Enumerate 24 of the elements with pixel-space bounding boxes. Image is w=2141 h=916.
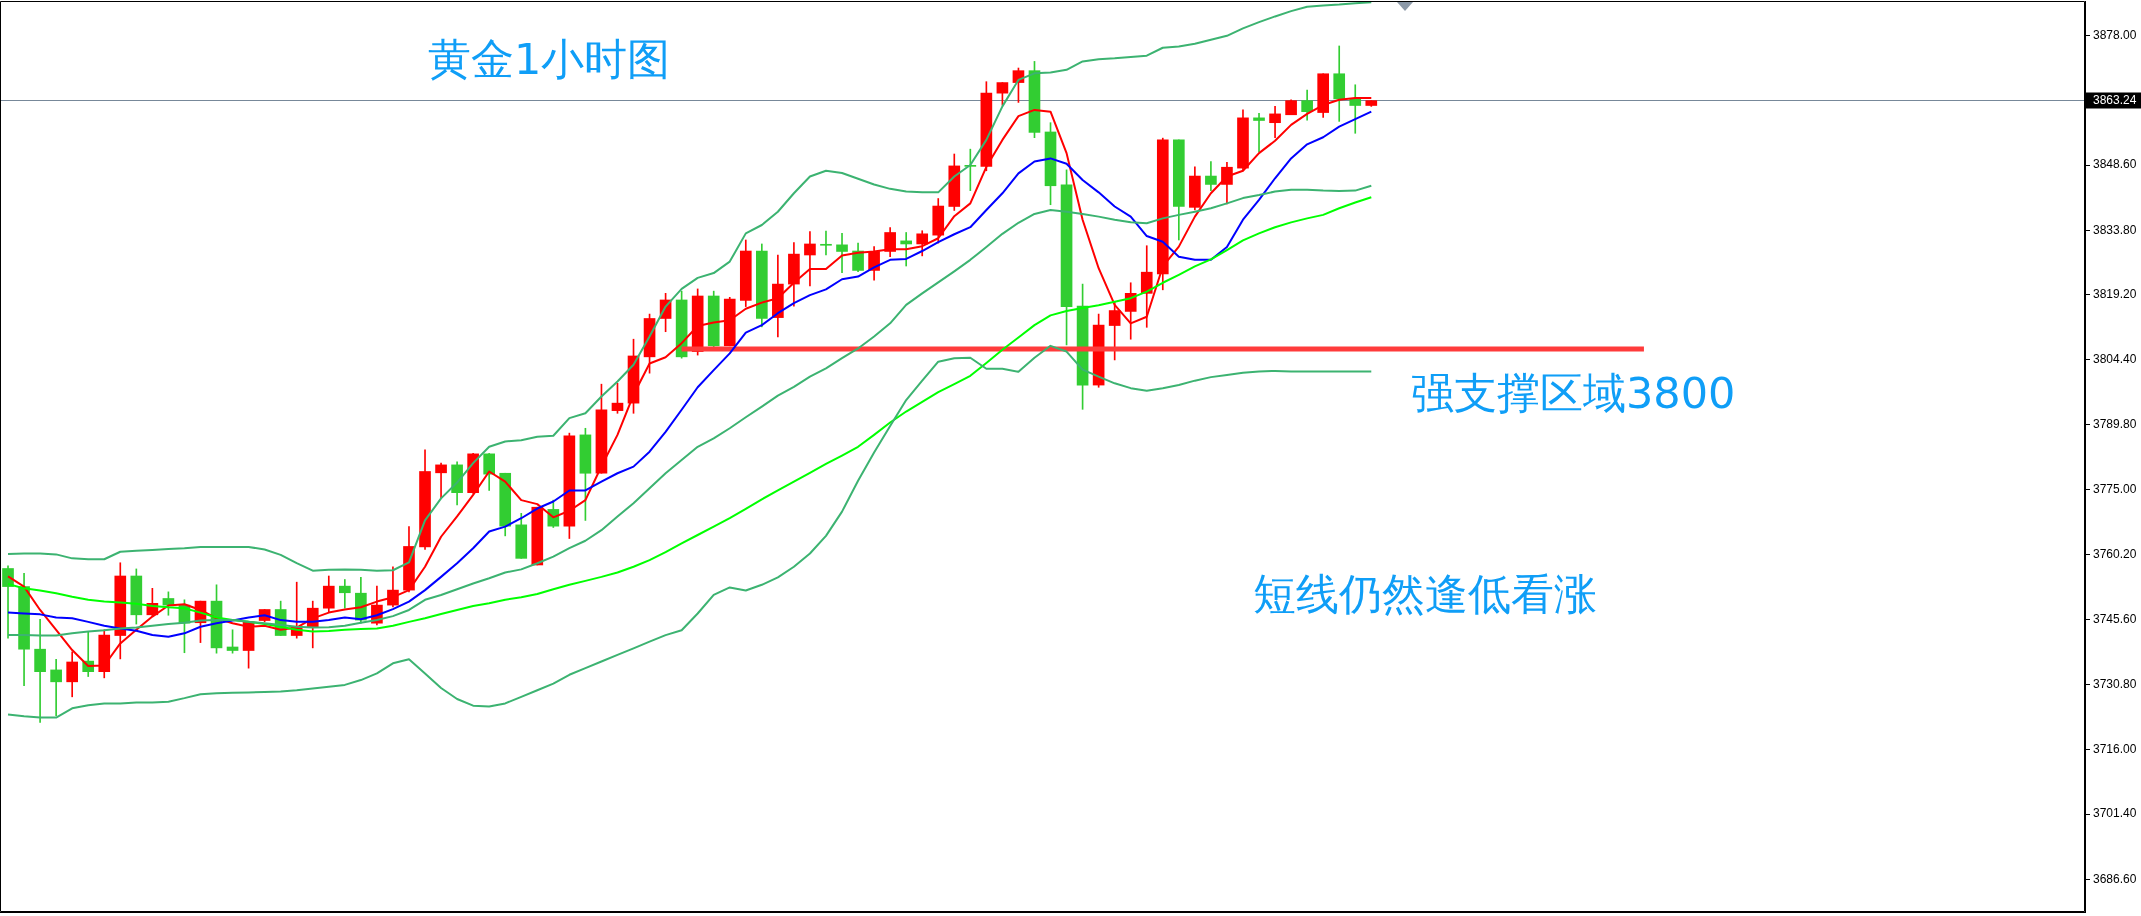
- y-tick-label: 3730.80: [2093, 676, 2137, 691]
- annotation: 强支撑区域3800: [1411, 368, 1736, 419]
- text: 黄金1小时图: [428, 34, 671, 85]
- y-tick-label: 3686.60: [2093, 871, 2137, 886]
- ref-line-label: 3863.24: [2093, 92, 2137, 107]
- candlestick: [1349, 84, 1362, 134]
- y-tick-label: 3760.20: [2093, 547, 2137, 562]
- annotation: 短线仍然逢低看涨: [1253, 569, 1597, 620]
- y-tick-label: 3745.60: [2093, 611, 2137, 626]
- candlestick: [50, 659, 62, 717]
- y-tick-label: 3848.60: [2093, 157, 2137, 172]
- y-tick-label: 3878.00: [2093, 27, 2137, 42]
- y-tick-label: 3701.40: [2093, 806, 2137, 821]
- candlestick: [339, 579, 351, 609]
- y-tick-label: 3775.00: [2093, 481, 2137, 496]
- y-tick-label: 3716.00: [2093, 742, 2137, 757]
- y-tick-label: 3804.40: [2093, 352, 2137, 367]
- y-tick-label: 3789.80: [2093, 416, 2137, 431]
- candlestick: [820, 230, 832, 256]
- candlestick: [1253, 113, 1265, 153]
- y-tick-label: 3819.20: [2093, 286, 2137, 301]
- candlestick: [804, 231, 816, 287]
- candlestick: [836, 233, 848, 273]
- y-tick-label: 3833.80: [2093, 222, 2137, 237]
